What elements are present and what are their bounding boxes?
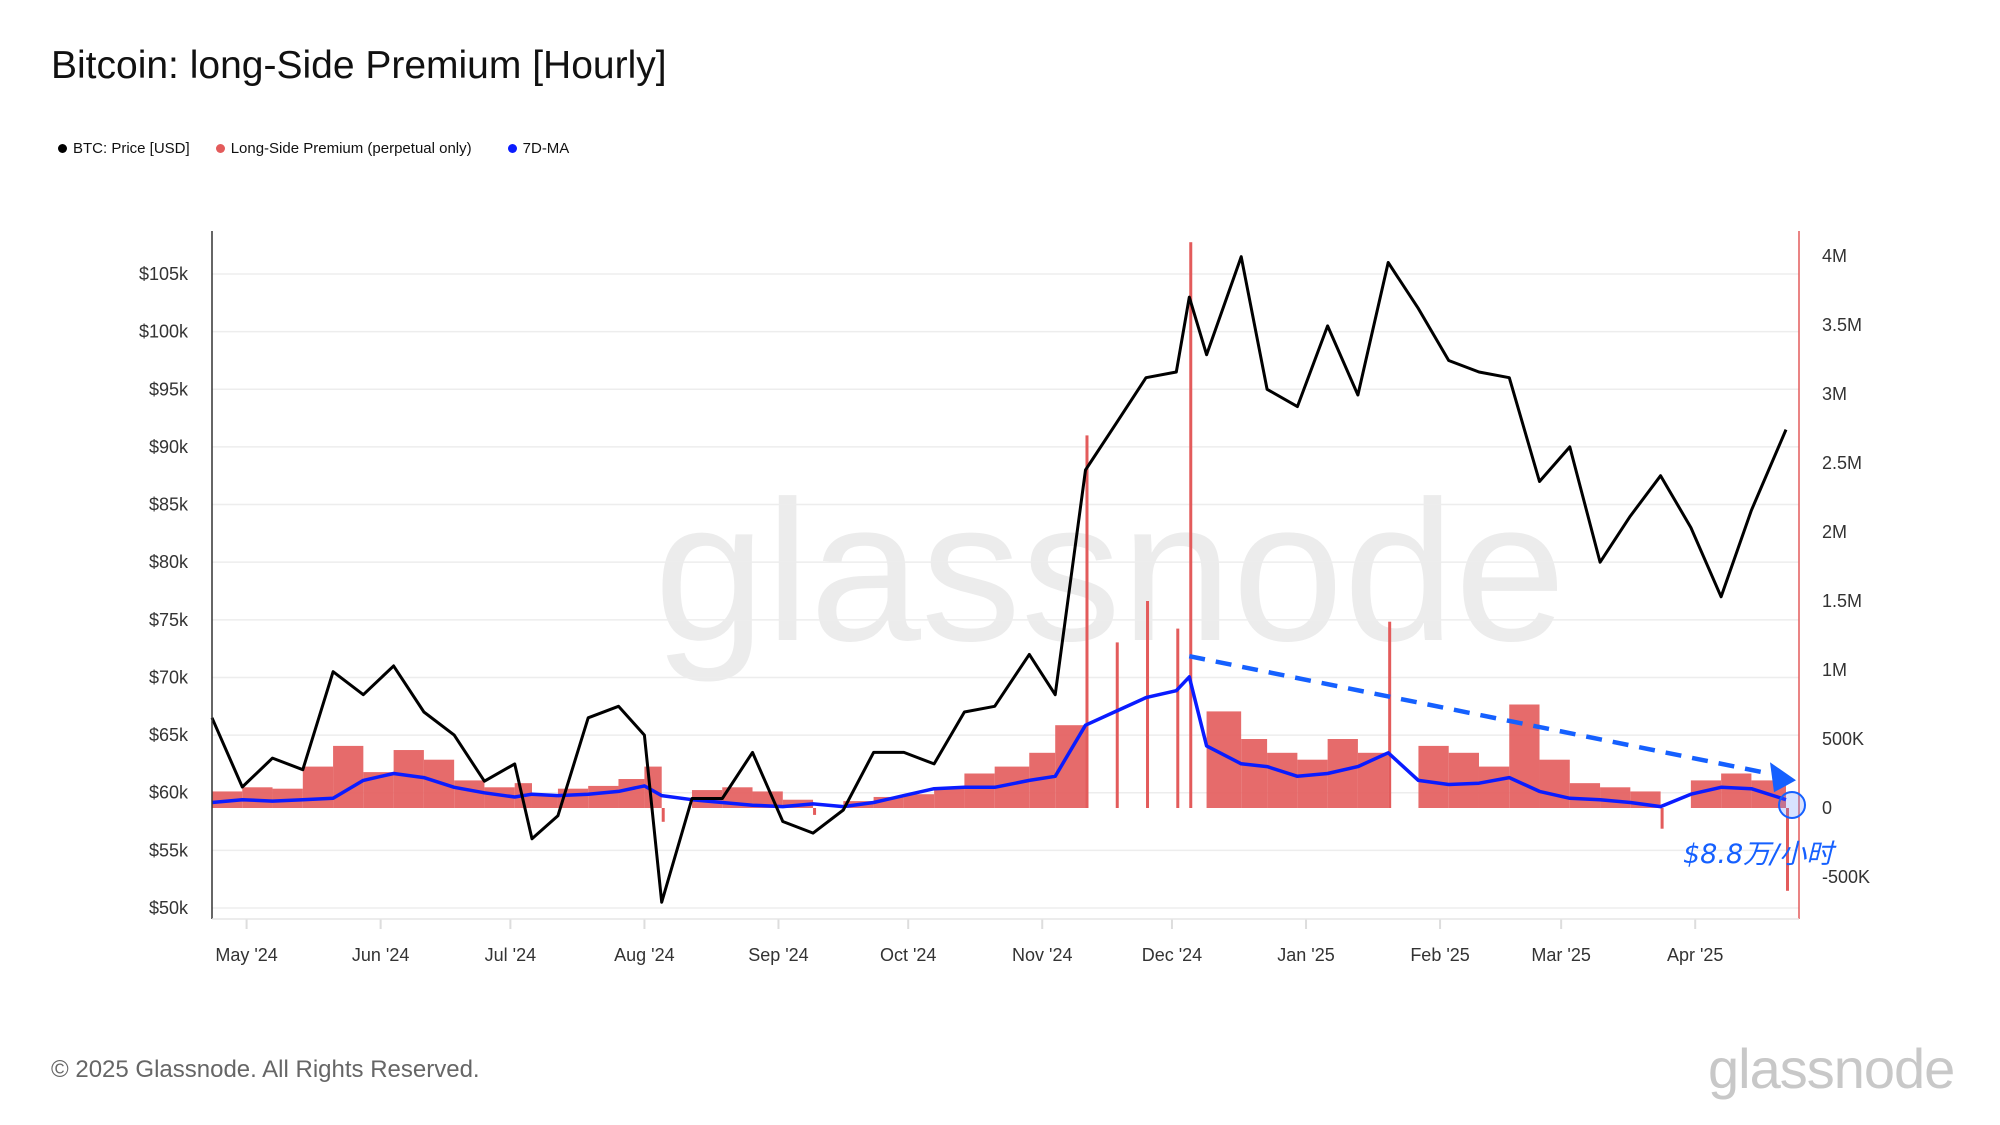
premium-bar <box>393 750 424 808</box>
premium-bar <box>618 779 645 808</box>
highlight-circle <box>1778 791 1806 819</box>
premium-bar <box>1176 628 1180 808</box>
copyright-footer: © 2025 Glassnode. All Rights Reserved. <box>51 1056 480 1083</box>
x-tick-label: Dec '24 <box>1142 945 1202 965</box>
premium-bar <box>873 796 904 808</box>
y-left-tick-label: $55k <box>149 840 189 860</box>
ma-line <box>211 675 1787 809</box>
annotation-label: $8.8万/小时 <box>1683 839 1837 870</box>
y-right-tick-label: 3M <box>1822 384 1847 404</box>
y-left-tick-label: $85k <box>149 495 189 515</box>
legend-dot-icon <box>58 144 67 153</box>
y-right-tick-label: 2M <box>1822 522 1847 542</box>
x-tick-label: Jun '24 <box>352 945 409 965</box>
y-right-tick-label: 1M <box>1822 660 1847 680</box>
x-tick-label: Apr '25 <box>1667 945 1723 965</box>
premium-bar <box>333 745 364 808</box>
legend-item-price[interactable]: BTC: Price [USD] <box>58 140 190 157</box>
premium-bar <box>1660 808 1664 829</box>
y-right-tick-label: -500K <box>1822 867 1870 887</box>
premium-bar <box>1539 759 1570 808</box>
y-left-tick-label: $95k <box>149 379 189 399</box>
price-line <box>210 255 1788 904</box>
legend-label: BTC: Price [USD] <box>73 140 190 157</box>
legend-label: Long-Side Premium (perpetual only) <box>230 140 472 157</box>
premium-bar <box>1357 752 1389 808</box>
legend-dot-icon <box>507 144 517 153</box>
premium-bar <box>1388 621 1392 808</box>
legend-item-premium[interactable]: Long-Side Premium (perpetual only) <box>215 140 472 157</box>
premium-bar <box>813 808 817 815</box>
premium-bar <box>1146 601 1150 808</box>
legend: BTC: Price [USD] Long-Side Premium (perp… <box>58 140 569 157</box>
premium-bar <box>1600 787 1631 808</box>
y-left-tick-label: $90k <box>149 437 189 457</box>
x-tick-label: Nov '24 <box>1012 945 1072 965</box>
premium-bar <box>1478 766 1510 808</box>
premium-bar <box>1569 783 1601 808</box>
premium-bar <box>1418 745 1449 808</box>
trend-arrow-head-icon <box>1770 762 1796 793</box>
premium-bar <box>964 773 995 808</box>
premium-bar <box>1267 752 1298 808</box>
premium-bar <box>661 808 665 822</box>
y-left-tick-label: $65k <box>149 725 189 745</box>
premium-bar <box>1786 808 1789 891</box>
chart-title: Bitcoin: long-Side Premium [Hourly] <box>51 44 667 87</box>
y-left-tick-label: $60k <box>149 783 189 803</box>
y-left-tick-label: $105k <box>139 264 189 284</box>
legend-dot-icon <box>215 144 225 153</box>
watermark: glassnode <box>654 460 1566 683</box>
y-right-tick-label: 3.5M <box>1822 315 1862 335</box>
y-right-tick-label: 500K <box>1822 729 1864 749</box>
x-tick-label: Jan '25 <box>1277 945 1334 965</box>
legend-label: 7D-MA <box>522 140 570 157</box>
premium-bar <box>1448 752 1479 808</box>
y-left-tick-label: $50k <box>149 898 189 918</box>
y-right-tick-label: 0 <box>1822 798 1832 818</box>
premium-bar <box>1115 642 1119 808</box>
y-right-tick-label: 1.5M <box>1822 591 1862 611</box>
premium-bar <box>1241 739 1268 808</box>
x-tick-label: Jul '24 <box>485 945 536 965</box>
premium-bar <box>1189 242 1193 808</box>
y-left-tick-label: $70k <box>149 667 189 687</box>
legend-item-ma[interactable]: 7D-MA <box>507 140 570 157</box>
y-right-tick-label: 4M <box>1822 246 1847 266</box>
premium-bar <box>588 785 619 808</box>
x-tick-label: Mar '25 <box>1531 945 1590 965</box>
premium-bar <box>531 795 558 808</box>
trend-arrow-line <box>1188 653 1769 776</box>
premium-bar <box>272 788 303 808</box>
glassnode-logo: glassnode <box>1708 1037 1955 1100</box>
x-tick-label: Aug '24 <box>614 945 675 965</box>
y-right-tick-label: 2.5M <box>1822 453 1862 473</box>
x-tick-label: Feb '25 <box>1410 945 1469 965</box>
premium-bar <box>454 780 485 808</box>
y-left-tick-label: $75k <box>149 610 189 630</box>
x-tick-label: Sep '24 <box>748 945 809 965</box>
premium-bar <box>934 787 965 808</box>
premium-bar <box>1085 435 1089 808</box>
y-left-tick-label: $80k <box>149 552 189 572</box>
x-tick-label: May '24 <box>215 945 277 965</box>
premium-bar <box>302 766 334 808</box>
premium-bar <box>1297 759 1328 808</box>
premium-bar <box>903 794 935 808</box>
x-tick-label: Oct '24 <box>880 945 936 965</box>
premium-bar <box>242 787 273 808</box>
premium-bar <box>1721 773 1752 808</box>
y-left-tick-label: $100k <box>139 322 189 342</box>
